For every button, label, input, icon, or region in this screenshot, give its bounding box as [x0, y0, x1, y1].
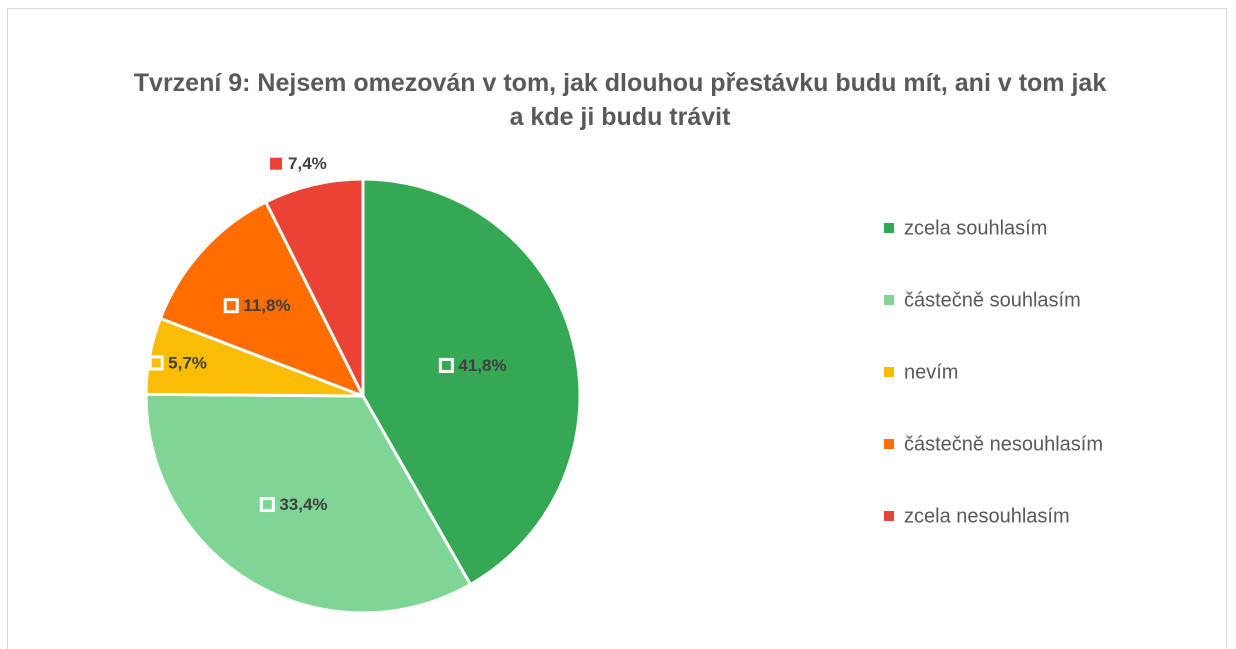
pie-slice — [144, 392, 473, 615]
legend-key — [884, 295, 894, 305]
label-key — [259, 497, 275, 513]
chart-frame — [7, 8, 1227, 649]
label-key — [223, 298, 239, 314]
legend-label: zcela souhlasím — [904, 217, 1047, 239]
legend-label: částečně souhlasím — [904, 289, 1081, 311]
legend-key — [884, 439, 894, 449]
pie-slice — [361, 177, 582, 587]
data-label: 33,4% — [279, 495, 327, 514]
label-key — [438, 357, 454, 373]
legend-key — [884, 367, 894, 377]
legend-key — [884, 223, 894, 233]
data-label: 41,8% — [458, 356, 506, 375]
label-key — [270, 157, 283, 170]
legend-label: částečně nesouhlasím — [904, 433, 1103, 455]
pie-slice — [263, 177, 365, 397]
legend-label: zcela nesouhlasím — [904, 505, 1070, 527]
legend-key — [884, 511, 894, 521]
data-label: 7,4% — [288, 154, 327, 173]
pie-slice — [158, 199, 367, 399]
data-label: 5,7% — [168, 353, 207, 372]
legend-label: nevím — [904, 361, 958, 383]
label-key — [148, 355, 164, 371]
data-label: 11,8% — [243, 296, 290, 315]
chart-title: Tvrzení 9: Nejsem omezován v tom, jak dl… — [133, 69, 1107, 131]
